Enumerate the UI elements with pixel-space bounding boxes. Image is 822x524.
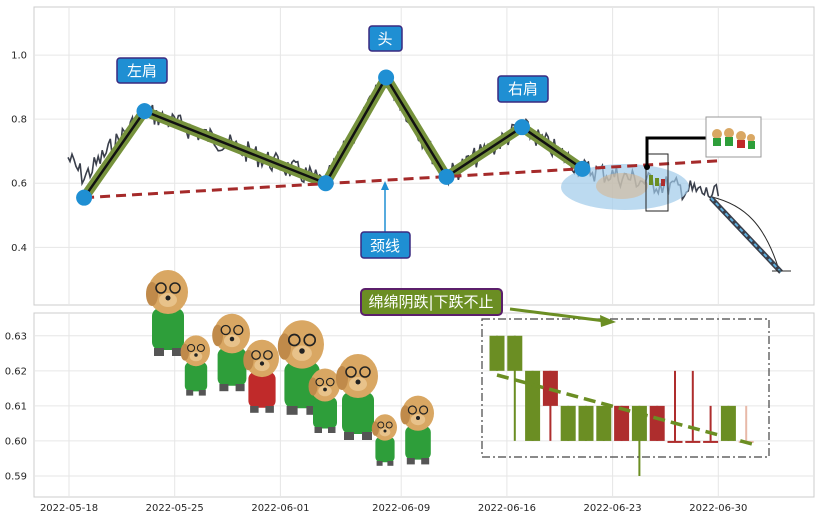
x-ticks: 2022-05-18 2022-05-25 2022-06-01 2022-06-09… xyxy=(40,503,747,514)
mini-candle-2 xyxy=(655,178,659,186)
top-y-tick-label: 0.8 xyxy=(11,115,27,126)
pattern-marker xyxy=(438,168,455,185)
top-gridlines xyxy=(34,7,814,305)
mini-candle-box xyxy=(645,153,669,212)
highlight-ellipse-inner xyxy=(596,173,648,199)
connector-dot xyxy=(644,164,650,170)
candle-body xyxy=(685,440,701,443)
top-y-ticks: 0.4 0.6 0.8 1.0 xyxy=(11,51,27,254)
trend-note-label: 绵绵阴跌|下跌不止 xyxy=(368,293,493,311)
candle-body xyxy=(703,440,719,443)
candle-body xyxy=(720,405,736,441)
bottom-y-tick-label: 0.59 xyxy=(5,471,27,482)
candle-body xyxy=(489,335,505,371)
candle-body xyxy=(507,335,523,371)
candle-body xyxy=(614,405,630,441)
x-tick-label: 2022-06-23 xyxy=(584,503,642,514)
puppy-sticker xyxy=(212,313,250,392)
pattern-marker xyxy=(76,189,93,206)
puppy-sticker xyxy=(146,270,188,356)
bottom-y-ticks: 0.59 0.60 0.61 0.62 0.63 xyxy=(5,331,27,482)
pattern-marker xyxy=(317,175,334,192)
top-y-tick-label: 1.0 xyxy=(11,51,27,62)
candle-body xyxy=(596,405,612,441)
pattern-markers xyxy=(76,69,591,206)
pattern-marker xyxy=(574,160,591,177)
bottom-gridlines xyxy=(34,313,814,497)
pattern-marker xyxy=(514,119,530,136)
puppy-thumbnail xyxy=(712,128,755,149)
projection-arc xyxy=(711,196,780,271)
puppy-sticker xyxy=(308,368,340,433)
top-panel-frame xyxy=(33,6,815,306)
bottom-y-tick-label: 0.61 xyxy=(5,401,27,412)
trend-note-callout: 绵绵阴跌|下跌不止 xyxy=(360,288,616,327)
bottom-y-tick-label: 0.62 xyxy=(5,366,27,377)
mini-candle-1 xyxy=(649,175,653,185)
candle-region-box xyxy=(481,318,770,458)
candle-body xyxy=(649,405,665,441)
puppy-sticker xyxy=(277,320,324,415)
candle-body xyxy=(631,405,647,441)
x-tick-label: 2022-06-09 xyxy=(372,503,430,514)
top-y-tick-label: 0.6 xyxy=(11,179,27,190)
puppy-sticker xyxy=(371,414,397,466)
left-shoulder-callout: 左肩 xyxy=(116,57,168,84)
candle-body xyxy=(525,370,541,441)
right-shoulder-callout: 右肩 xyxy=(497,75,549,103)
pattern-marker xyxy=(378,69,395,86)
x-tick-label: 2022-05-25 xyxy=(146,503,204,514)
puppy-sticker xyxy=(336,354,378,440)
puppy-sticker xyxy=(243,339,279,413)
x-tick-label: 2022-06-16 xyxy=(478,503,536,514)
thumbnail-connector xyxy=(645,136,706,168)
projection-line-highlight xyxy=(710,197,782,273)
puppy-sticker-group xyxy=(146,270,434,466)
puppy-sticker xyxy=(180,335,210,396)
x-tick-label: 2022-05-18 xyxy=(40,503,98,514)
puppy-sticker xyxy=(400,395,434,465)
bottom-y-tick-label: 0.60 xyxy=(5,436,27,447)
head-callout: 头 xyxy=(368,25,403,52)
x-tick-label: 2022-06-30 xyxy=(689,503,747,514)
candle-body xyxy=(560,405,576,441)
candle-body xyxy=(578,405,594,441)
x-tick-label: 2022-06-01 xyxy=(251,503,309,514)
left-shoulder-label: 左肩 xyxy=(127,62,157,80)
downtrend-line xyxy=(496,373,753,446)
candlesticks xyxy=(489,335,754,476)
neckline-label: 颈线 xyxy=(370,237,400,255)
pattern-marker xyxy=(136,103,153,120)
neckline-callout: 颈线 xyxy=(360,181,411,259)
candle-body xyxy=(667,440,683,443)
mini-candle-3 xyxy=(661,179,665,186)
neckline xyxy=(84,159,719,200)
bottom-y-tick-label: 0.63 xyxy=(5,331,27,342)
right-shoulder-label: 右肩 xyxy=(508,80,538,98)
top-y-tick-label: 0.4 xyxy=(11,243,27,254)
head-label: 头 xyxy=(377,30,392,48)
